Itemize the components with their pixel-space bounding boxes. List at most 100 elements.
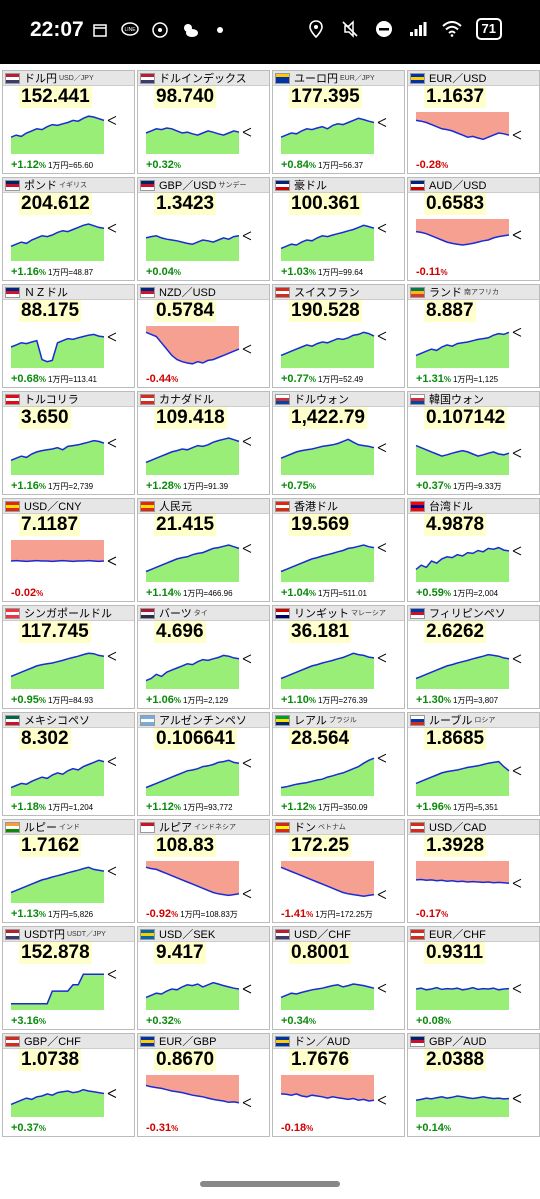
rate-card[interactable]: ルピー インド 1.7162 +1.13% 1万円=5,826 xyxy=(2,819,135,923)
pair-name: EUR／USD xyxy=(429,73,487,85)
rate-card-header: GBP／CHF xyxy=(3,1034,134,1049)
flag-icon xyxy=(410,714,425,726)
change-percent: +0.34% xyxy=(281,1015,318,1027)
conversion-note: 1万円=3,807 xyxy=(452,696,499,705)
pair-name: GBP／AUD xyxy=(429,1036,487,1048)
current-marker-icon xyxy=(242,344,252,354)
current-marker-icon xyxy=(512,766,522,776)
change-percent: +1.10% 1万円=276.39 xyxy=(281,694,368,706)
flag-icon xyxy=(410,72,425,84)
rate-card[interactable]: カナダドル 109.418 +1.28% 1万円=91.39 xyxy=(137,391,270,495)
rate-card[interactable]: AUD／USD 0.6583 -0.11% xyxy=(407,177,540,281)
rate-card[interactable]: ルーブル ロシア 1.8685 +1.96% 1万円=5,351 xyxy=(407,712,540,816)
chart-area xyxy=(281,653,374,689)
mini-chart xyxy=(408,429,539,479)
flag-icon xyxy=(275,500,290,512)
conversion-note: 1万円=108.83万 xyxy=(180,910,238,919)
home-gesture-handle[interactable] xyxy=(200,1181,340,1187)
rate-card-header: USD／CNY xyxy=(3,499,134,514)
mini-chart xyxy=(273,857,404,907)
rate-card[interactable]: ポンド イギリス 204.612 +1.16% 1万円=48.87 xyxy=(2,177,135,281)
pair-subtitle: USD／JPY xyxy=(59,75,94,82)
mini-chart xyxy=(138,322,269,372)
rate-card[interactable]: ドルインデックス 98.740 +0.32% xyxy=(137,70,270,174)
mini-chart xyxy=(3,322,134,372)
rate-card[interactable]: USD／CAD 1.3928 -0.17% xyxy=(407,819,540,923)
rate-card[interactable]: ドルウォン 1,422.79 +0.75% xyxy=(272,391,405,495)
change-value: +1.18 xyxy=(11,801,39,813)
change-value: +1.06 xyxy=(146,694,174,706)
rate-card[interactable]: NZD／USD 0.5784 -0.44% xyxy=(137,284,270,388)
flag-icon xyxy=(275,928,290,940)
rate-card[interactable]: GBP／USD サンデー 1.3423 +0.04% xyxy=(137,177,270,281)
rate-card[interactable]: ドル円 USD／JPY 152.441 +1.12% 1万円=65.60 xyxy=(2,70,135,174)
change-value: +0.68 xyxy=(11,373,39,385)
rate-card[interactable]: ＮＺドル 88.175 +0.68% 1万円=113.41 xyxy=(2,284,135,388)
rate-card[interactable]: EUR／GBP 0.8670 -0.31% xyxy=(137,1033,270,1137)
chart-area xyxy=(146,655,239,689)
rate-card[interactable]: USD／SEK 9.417 +0.32% xyxy=(137,926,270,1030)
chart-line xyxy=(415,546,510,570)
rate-card[interactable]: 香港ドル 19.569 +1.04% 1万円=511.01 xyxy=(272,498,405,602)
rate-card-header: USD／CHF xyxy=(273,927,404,942)
rate-card-header: ルーブル ロシア xyxy=(408,713,539,728)
flag-icon xyxy=(410,928,425,940)
rate-card[interactable]: GBP／CHF 1.0738 +0.37% xyxy=(2,1033,135,1137)
rate-card[interactable]: USDT円 USDT／JPY 152.878 +3.16% xyxy=(2,926,135,1030)
rate-card[interactable]: 韓国ウォン 0.107142 +0.37% 1万円=9.33万 xyxy=(407,391,540,495)
chart-line xyxy=(145,437,240,464)
change-value: +1.28 xyxy=(146,480,174,492)
rate-card[interactable]: スイスフラン 190.528 +0.77% 1万円=52.49 xyxy=(272,284,405,388)
price-value: 1.7162 xyxy=(19,835,82,857)
change-unit: % xyxy=(306,1124,314,1133)
rate-card[interactable]: フィリピンペソ 2.6262 +1.30% 1万円=3,807 xyxy=(407,605,540,709)
current-marker-icon xyxy=(107,1089,117,1098)
change-unit: % xyxy=(443,482,451,491)
rate-card-header: ルピア インドネシア xyxy=(138,820,269,835)
price-value: 2.0388 xyxy=(424,1049,487,1071)
rate-card[interactable]: ランド 南アフリカ 8.887 +1.31% 1万円=1,125 xyxy=(407,284,540,388)
current-marker-icon xyxy=(107,556,117,566)
rate-card[interactable]: USD／CNY 7.1187 -0.02% xyxy=(2,498,135,602)
pair-subtitle: タイ xyxy=(193,610,208,617)
rate-card[interactable]: 人民元 21.415 +1.14% 1万円=466.96 xyxy=(137,498,270,602)
rate-card[interactable]: トルコリラ 3.650 +1.16% 1万円=2,739 xyxy=(2,391,135,495)
pair-subtitle: ブラジル xyxy=(328,717,357,724)
rate-card[interactable]: EUR／USD 1.1637 -0.28% xyxy=(407,70,540,174)
calendar-icon xyxy=(90,20,110,40)
rate-card-header: ドルインデックス xyxy=(138,71,269,86)
rate-card[interactable]: GBP／AUD 2.0388 +0.14% xyxy=(407,1033,540,1137)
rate-card[interactable]: ドン ベトナム 172.25 -1.41% 1万円=172.25万 xyxy=(272,819,405,923)
rate-card[interactable]: リンギット マレーシア 36.181 +1.10% 1万円=276.39 xyxy=(272,605,405,709)
rate-card[interactable]: ドン／AUD 1.7676 -0.18% xyxy=(272,1033,405,1137)
price-value: 1,422.79 xyxy=(289,407,367,429)
chart-line xyxy=(10,866,105,894)
pair-name: ルピー xyxy=(24,822,57,834)
rate-card[interactable]: 豪ドル 100.361 +1.03% 1万円=99.64 xyxy=(272,177,405,281)
conversion-note: 1万円=99.64 xyxy=(317,268,364,277)
conversion-note: 1万円=172.25万 xyxy=(315,910,373,919)
change-percent: +1.06% 1万円=2,129 xyxy=(146,694,228,706)
rate-card[interactable]: レアル ブラジル 28.564 +1.12% 1万円=350.09 xyxy=(272,712,405,816)
change-unit: % xyxy=(38,268,46,277)
rate-card[interactable]: アルゼンチンペソ 0.106641 +1.12% 1万円=93,772 xyxy=(137,712,270,816)
rate-card[interactable]: メキシコペソ 8.302 +1.18% 1万円=1,204 xyxy=(2,712,135,816)
price-value: 1.3928 xyxy=(424,835,487,857)
chart-line xyxy=(10,759,105,789)
mini-chart xyxy=(408,322,539,372)
conversion-note: 1万円=2,004 xyxy=(452,589,499,598)
change-unit: % xyxy=(36,589,44,598)
change-value: +0.59 xyxy=(416,587,444,599)
rate-card[interactable]: ユーロ円 EUR／JPY 177.395 +0.84% 1万円=56.37 xyxy=(272,70,405,174)
rate-card[interactable]: USD／CHF 0.8001 +0.34% xyxy=(272,926,405,1030)
price-value: 0.106641 xyxy=(154,728,238,750)
rate-card[interactable]: EUR／CHF 0.9311 +0.08% xyxy=(407,926,540,1030)
flag-icon xyxy=(5,286,20,298)
rate-card[interactable]: ルピア インドネシア 108.83 -0.92% 1万円=108.83万 xyxy=(137,819,270,923)
rate-card[interactable]: シンガポールドル 117.745 +0.95% 1万円=84.93 xyxy=(2,605,135,709)
change-percent: +1.18% 1万円=1,204 xyxy=(11,801,93,813)
conversion-note: 1万円=350.09 xyxy=(317,803,368,812)
current-marker-icon xyxy=(377,983,387,993)
rate-card[interactable]: 台湾ドル 4.9878 +0.59% 1万円=2,004 xyxy=(407,498,540,602)
rate-card[interactable]: バーツ タイ 4.696 +1.06% 1万円=2,129 xyxy=(137,605,270,709)
